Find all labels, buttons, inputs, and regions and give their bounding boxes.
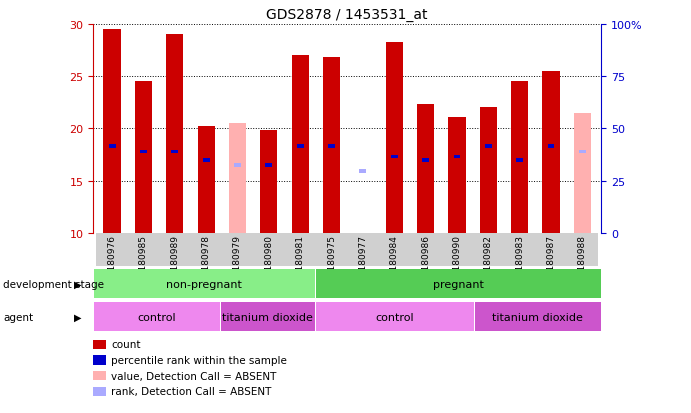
Bar xyxy=(328,145,335,149)
Text: percentile rank within the sample: percentile rank within the sample xyxy=(111,355,287,365)
Text: value, Detection Call = ABSENT: value, Detection Call = ABSENT xyxy=(111,371,276,381)
Bar xyxy=(198,127,215,233)
Text: GSM180976: GSM180976 xyxy=(108,234,117,289)
Bar xyxy=(94,270,315,298)
Text: GSM180987: GSM180987 xyxy=(547,234,556,289)
Bar xyxy=(94,303,220,331)
Text: pregnant: pregnant xyxy=(433,279,484,289)
Text: GSM180982: GSM180982 xyxy=(484,234,493,289)
Bar xyxy=(347,233,379,266)
Bar xyxy=(448,118,466,233)
Bar xyxy=(104,30,121,233)
Text: GSM180984: GSM180984 xyxy=(390,234,399,289)
Bar xyxy=(285,233,316,266)
Bar xyxy=(261,131,278,233)
Bar xyxy=(108,145,115,149)
Text: development stage: development stage xyxy=(3,279,104,289)
Text: GSM180989: GSM180989 xyxy=(170,234,179,289)
Text: GSM180980: GSM180980 xyxy=(265,234,274,289)
Bar xyxy=(202,159,209,162)
Bar xyxy=(473,233,504,266)
Text: titanium dioxide: titanium dioxide xyxy=(223,312,313,322)
Bar xyxy=(166,35,183,233)
Bar xyxy=(442,233,473,266)
Bar xyxy=(511,82,529,233)
Text: GSM180983: GSM180983 xyxy=(515,234,524,289)
Title: GDS2878 / 1453531_at: GDS2878 / 1453531_at xyxy=(267,8,428,22)
Bar xyxy=(579,150,586,154)
Bar xyxy=(222,233,253,266)
Bar xyxy=(516,159,523,162)
Bar xyxy=(159,233,191,266)
Text: GSM180979: GSM180979 xyxy=(233,234,242,289)
Bar xyxy=(316,303,473,331)
Bar xyxy=(379,233,410,266)
Bar xyxy=(135,82,152,233)
Bar xyxy=(221,303,315,331)
Text: GSM180988: GSM180988 xyxy=(578,234,587,289)
Bar xyxy=(97,233,128,266)
Text: rank, Detection Call = ABSENT: rank, Detection Call = ABSENT xyxy=(111,387,272,396)
Bar xyxy=(140,150,147,154)
Text: GSM180977: GSM180977 xyxy=(359,234,368,289)
Bar xyxy=(475,303,600,331)
Bar xyxy=(253,233,285,266)
Bar xyxy=(567,233,598,266)
Bar xyxy=(417,105,434,233)
Text: GSM180978: GSM180978 xyxy=(202,234,211,289)
Text: ▶: ▶ xyxy=(74,312,82,322)
Bar xyxy=(265,164,272,167)
Text: control: control xyxy=(138,312,176,322)
Bar xyxy=(316,233,347,266)
Text: ▶: ▶ xyxy=(74,279,82,289)
Bar xyxy=(316,270,600,298)
Bar xyxy=(536,233,567,266)
Bar xyxy=(391,155,398,159)
Text: non-pregnant: non-pregnant xyxy=(167,279,243,289)
Bar xyxy=(480,108,497,233)
Text: titanium dioxide: titanium dioxide xyxy=(492,312,583,322)
Bar xyxy=(234,164,241,167)
Bar xyxy=(453,155,460,159)
Bar xyxy=(542,72,560,233)
Bar xyxy=(422,159,429,162)
Text: GSM180975: GSM180975 xyxy=(327,234,336,289)
Bar xyxy=(359,170,366,173)
Bar xyxy=(191,233,222,266)
Text: count: count xyxy=(111,339,141,349)
Bar xyxy=(547,145,554,149)
Bar xyxy=(323,58,340,233)
Bar xyxy=(171,150,178,154)
Text: GSM180985: GSM180985 xyxy=(139,234,148,289)
Text: GSM180990: GSM180990 xyxy=(453,234,462,289)
Text: GSM180981: GSM180981 xyxy=(296,234,305,289)
Bar xyxy=(485,145,492,149)
Bar xyxy=(229,124,246,233)
Bar xyxy=(504,233,536,266)
Bar xyxy=(128,233,159,266)
Text: agent: agent xyxy=(3,312,34,322)
Bar xyxy=(410,233,442,266)
Bar xyxy=(292,56,309,233)
Bar xyxy=(386,43,403,233)
Bar xyxy=(296,145,303,149)
Text: GSM180986: GSM180986 xyxy=(421,234,430,289)
Text: control: control xyxy=(375,312,414,322)
Bar xyxy=(574,114,591,233)
